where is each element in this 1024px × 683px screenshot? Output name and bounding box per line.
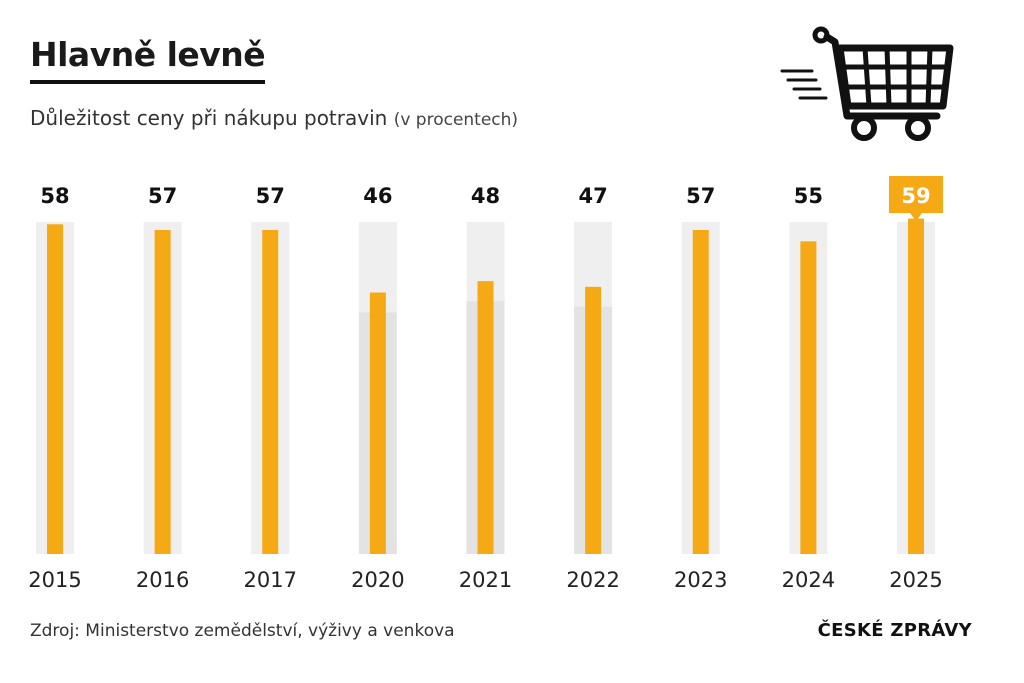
value-highlight-box <box>889 176 943 213</box>
bar-2022 <box>585 286 602 554</box>
bar-2017 <box>262 229 279 554</box>
year-label-2016: 2016 <box>136 568 189 592</box>
chart-title: Hlavně levně <box>30 36 266 84</box>
year-label-2020: 2020 <box>351 568 404 592</box>
subtitle-text: Důležitost ceny při nákupu potravin <box>30 106 388 130</box>
year-label-2022: 2022 <box>566 568 619 592</box>
bar-chart: 58 2015 57 2016 57 2017 46 2020 48 2021 47 2022 57 20… <box>28 176 943 592</box>
subtitle-unit: (v procentech) <box>393 110 519 130</box>
bar-2015 <box>47 224 63 554</box>
bar-2016 <box>154 229 171 554</box>
year-label-2015: 2015 <box>28 568 81 592</box>
year-label-2023: 2023 <box>674 568 727 592</box>
source-note: Zdroj: Ministerstvo zemědělství, výživy … <box>30 621 455 641</box>
value-label-2025: 59 <box>901 184 930 208</box>
bar-2021 <box>477 281 494 554</box>
value-label-2021: 48 <box>471 184 500 208</box>
bar-2025 <box>908 218 924 554</box>
value-label-2023: 57 <box>686 184 715 208</box>
value-label-2020: 46 <box>363 184 392 208</box>
year-label-2024: 2024 <box>782 568 835 592</box>
value-label-2016: 57 <box>148 184 177 208</box>
value-label-2017: 57 <box>256 184 285 208</box>
bar-2024 <box>800 241 817 554</box>
bar-2020 <box>369 292 386 554</box>
chart-subtitle: Důležitost ceny při nákupu potravin (v p… <box>30 106 518 130</box>
brand-logo: ČESKÉ ZPRÁVY <box>817 620 972 641</box>
year-label-2025: 2025 <box>889 568 942 592</box>
value-label-2015: 58 <box>40 184 69 208</box>
shopping-cart-icon <box>780 26 954 141</box>
value-label-2022: 47 <box>579 184 608 208</box>
year-label-2021: 2021 <box>459 568 512 592</box>
value-label-2024: 55 <box>794 184 823 208</box>
bar-2023 <box>692 229 709 554</box>
value-highlight-pointer <box>910 213 922 221</box>
year-label-2017: 2017 <box>244 568 297 592</box>
